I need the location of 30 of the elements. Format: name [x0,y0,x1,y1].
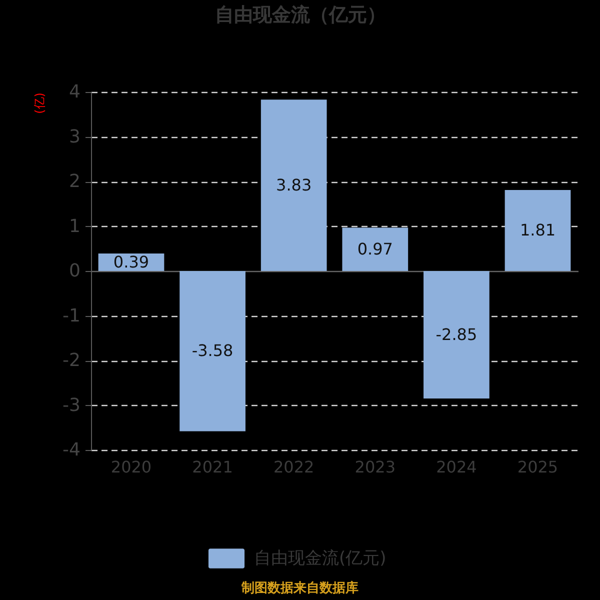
data-label: 3.83 [276,175,312,194]
data-label: -3.58 [192,341,234,360]
data-label: -2.85 [436,324,478,344]
y-tick-label: 4 [69,82,80,102]
y-tick-label: 0 [69,260,80,282]
y-tick-label: 3 [69,126,80,148]
y-tick-label: -2 [62,350,80,371]
x-tick-label: 2020 [110,458,152,476]
bar [504,190,571,271]
y-tick-label: 2 [69,171,80,192]
y-tick-label: -1 [62,305,80,326]
bar [342,228,408,271]
x-tick-label: 2024 [436,458,477,476]
bar [260,100,327,271]
x-tick-label: 2021 [192,458,233,476]
y-tick-label: -4 [62,440,80,460]
x-tick-label: 2022 [273,458,314,476]
y-tick-label: -3 [62,394,80,416]
data-label: 0.39 [113,252,150,272]
data-label: 1.81 [520,220,556,240]
bar [424,271,490,399]
chart-title: 自由现金流（亿元） [215,4,386,26]
text: 制图数据来自数据库 [240,580,358,596]
legend-label: 自由现金流(亿元) [254,548,386,568]
y-axis-title: (亿) [32,92,47,114]
x-tick-label: 2025 [517,458,558,476]
bar [180,271,246,432]
data-label: 0.97 [357,239,393,258]
x-tick-label: 2023 [354,458,396,476]
y-tick-label: 1 [69,216,80,237]
